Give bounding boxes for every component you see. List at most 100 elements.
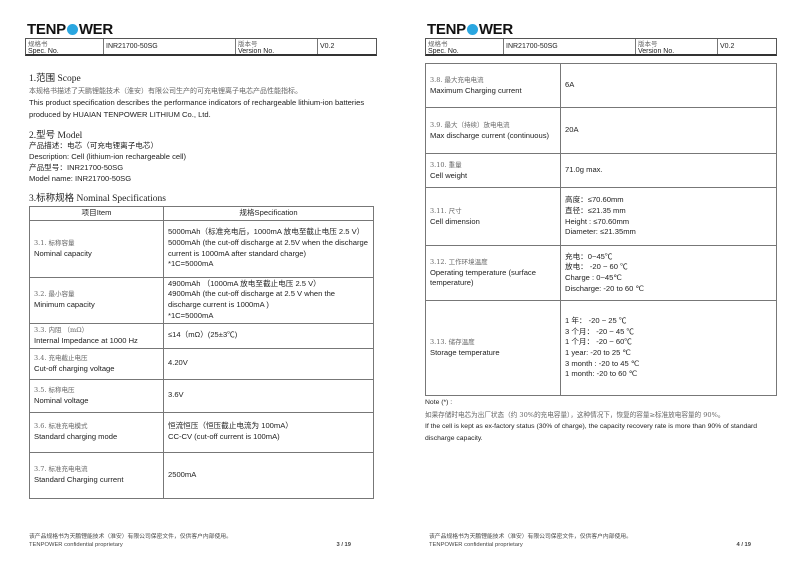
spec-value: 71.0g max.	[560, 153, 777, 188]
spec-row: 3.9. 最大（持续）放电电流 Max discharge current (co…	[425, 107, 777, 154]
item-cn: 3.1. 标称容量	[34, 238, 75, 247]
col-item: 项目Item	[29, 205, 164, 221]
item-en: Minimum capacity	[34, 300, 95, 310]
item-en: Operating temperature (surface temperatu…	[430, 267, 536, 288]
spec-line: *1C=5000mA	[168, 310, 214, 320]
scope-cn: 本规格书描述了天鹏锂能技术（淮安）有限公司生产的可充电锂离子电芯产品性能指标。	[29, 86, 302, 95]
spec-value: 2500mA	[163, 451, 374, 499]
spec-item: 3.9. 最大（持续）放电电流 Max discharge current (co…	[425, 107, 561, 154]
model-heading: 2.型号 Model	[29, 130, 83, 141]
specs-heading: 3.标称规格 Nominal Specifications	[29, 194, 166, 205]
spec-row: 3.6. 标准充电模式 Standard charging mode 恒流恒压（恒压…	[29, 411, 374, 453]
spec-value: 恒流恒压（恒压截止电流为 100mA） CC-CV (cut-off curren…	[163, 411, 374, 453]
version-label: Version No.	[238, 48, 275, 55]
spec-value: 6A	[560, 63, 777, 108]
specs-table: 项目Item 规格Specification 3.1. 标称容量 Nominal …	[29, 205, 374, 499]
spec-item: 3.1. 标称容量 Nominal capacity	[29, 219, 164, 278]
spec-line: 71.0g max.	[565, 165, 603, 175]
col-spec: 规格Specification	[163, 205, 374, 221]
spec-item: 3.12. 工作环境温度 Operating temperature (surfa…	[425, 245, 561, 301]
spec-row: 3.3. 内阻 （mΩ） Internal Impedance at 1000 H…	[29, 322, 374, 349]
spec-item: 3.7. 标准充电电流 Standard Charging current	[29, 451, 164, 499]
header-table: 规格书 Spec. No. INR21700-50SG 版本号 Version No…	[25, 38, 377, 56]
spec-line: 1 年： -20 ~ 25 ℃	[565, 316, 627, 326]
spec-item: 3.5. 标称电压 Nominal voltage	[29, 378, 164, 413]
spec-line: 20A	[565, 125, 579, 135]
tenpower-logo: TENP WER	[427, 21, 513, 38]
spec-value: ≤14（mΩ）(25±3℃)	[163, 322, 374, 349]
model-line: Description: Cell (lithium-ion rechargea…	[29, 151, 186, 161]
spec-value: 20A	[560, 107, 777, 154]
item-cn: 3.11. 尺寸	[430, 206, 462, 215]
spec-row: 3.11. 尺寸 Cell dimension 高度：≤70.60mm 直径：≤21.…	[425, 187, 777, 246]
spec-line: 高度：≤70.60mm	[565, 195, 624, 205]
model-line: Model name: INR21700-50SG	[29, 173, 132, 183]
tenpower-logo: TENP WER	[27, 21, 113, 38]
spec-item: 3.13. 储存温度 Storage temperature	[425, 300, 561, 396]
footer-en: TENPOWER confidential proprietary	[429, 542, 523, 548]
item-en: Standard Charging current	[34, 475, 124, 485]
spec-item: 3.10. 重量 Cell weight	[425, 153, 561, 188]
spec-line: 3 month : -20 to 45 ℃	[565, 358, 640, 368]
item-en: Cell weight	[430, 170, 468, 180]
version-label: Version No.	[638, 48, 675, 55]
spec-item: 3.2. 最小容量 Minimum capacity	[29, 276, 164, 324]
page-number: 3 / 19	[336, 542, 351, 548]
spec-label-cn: 规格书	[428, 40, 448, 48]
page-3: TENP WER 规格书 Spec. No. INR21700-50SG 版本号 Ve…	[25, 0, 377, 570]
version-value: V0.2	[320, 43, 335, 50]
spec-line: 1 个月： -20 ~ 60℃	[565, 337, 632, 347]
spec-line: Discharge: -20 to 60 ℃	[565, 283, 645, 293]
spec-no: INR21700-50SG	[104, 39, 236, 54]
item-en: Storage temperature	[430, 348, 500, 357]
item-en: Cut-off charging voltage	[34, 363, 115, 373]
item-cn: 3.2. 最小容量	[34, 290, 75, 299]
item-en: Nominal capacity	[34, 248, 92, 258]
footer: 该产品规格书为天鹏锂能技术（淮安）有限公司保密文件，仅供客户内部使用。 TENP…	[29, 533, 351, 549]
item-cn: 3.6. 标准充电模式	[34, 422, 88, 431]
specs-table-continued: 3.8. 最大充电电流 Maximum Charging current 6A 3.9…	[425, 63, 777, 396]
item-cn: 3.12. 工作环境温度	[430, 258, 488, 267]
spec-value: 1 年： -20 ~ 25 ℃ 3 个月： -20 ~ 45 ℃ 1 个月： -20…	[560, 300, 777, 396]
spec-row: 3.2. 最小容量 Minimum capacity 4900mAh （1000mA…	[29, 276, 374, 324]
spec-line: 2500mA	[168, 469, 197, 479]
spec-line: 5000mAh (the cut-off discharge at 2.5V w…	[168, 237, 368, 258]
spec-line: 4900mAh （1000mA 放电至截止电压 2.5 V）	[168, 278, 321, 288]
spec-value: 4900mAh （1000mA 放电至截止电压 2.5 V） 4900mAh (t…	[163, 276, 374, 324]
spec-line: 充电：0~45℃	[565, 251, 613, 261]
footer-en: TENPOWER confidential proprietary	[29, 542, 123, 548]
model-line: 产品型号：INR21700-50SG	[29, 162, 124, 172]
item-cn: 3.8. 最大充电电流	[430, 75, 484, 84]
item-en: Max discharge current (continuous)	[430, 130, 550, 140]
spec-line: 4.20V	[168, 358, 188, 368]
model-line: 产品描述：电芯（可充电锂离子电芯）	[29, 141, 159, 151]
item-en: Nominal voltage	[34, 395, 89, 405]
version-label-cn: 版本号	[638, 40, 658, 48]
item-cn: 3.4. 充电截止电压	[34, 353, 88, 362]
spec-label: Spec. No.	[28, 48, 59, 55]
item-en: Internal Impedance at 1000 Hz	[34, 335, 138, 345]
spec-item: 3.3. 内阻 （mΩ） Internal Impedance at 1000 H…	[29, 322, 164, 349]
note-en: If the cell is kept as ex-factory status…	[425, 423, 758, 442]
spec-value: 3.6V	[163, 378, 374, 413]
spec-item: 3.4. 充电截止电压 Cut-off charging voltage	[29, 347, 164, 380]
spec-line: *1C=5000mA	[168, 259, 214, 269]
page-4: TENP WER 规格书 Spec. No. INR21700-50SG 版本号 Ve…	[425, 0, 777, 570]
spec-value: 5000mAh（标准充电后，1000mA 放电至截止电压 2.5 V） 5000m…	[163, 219, 374, 278]
spec-row: 3.7. 标准充电电流 Standard Charging current 2500…	[29, 451, 374, 499]
spec-item: 3.6. 标准充电模式 Standard charging mode	[29, 411, 164, 453]
footer-cn: 该产品规格书为天鹏锂能技术（淮安）有限公司保密文件，仅供客户内部使用。	[429, 534, 632, 540]
spec-row: 3.13. 储存温度 Storage temperature 1 年： -20 ~ …	[425, 300, 777, 396]
spec-line: Charge : 0~45℃	[565, 273, 622, 282]
version-label-cn: 版本号	[238, 40, 258, 48]
spec-row: 3.1. 标称容量 Nominal capacity 5000mAh（标准充电后，1…	[29, 219, 374, 278]
header-table: 规格书 Spec. No. INR21700-50SG 版本号 Version No…	[425, 38, 777, 56]
item-cn: 3.7. 标准充电电流	[34, 465, 88, 474]
spec-item: 3.11. 尺寸 Cell dimension	[425, 187, 561, 246]
spec-row: 3.5. 标称电压 Nominal voltage 3.6V	[29, 378, 374, 413]
spec-label-cn: 规格书	[28, 40, 48, 48]
item-en: Cell dimension	[430, 216, 480, 226]
spec-line: Height : ≤70.60mm	[565, 216, 630, 226]
item-en: Maximum Charging current	[430, 85, 522, 95]
spec-item: 3.8. 最大充电电流 Maximum Charging current	[425, 63, 561, 108]
